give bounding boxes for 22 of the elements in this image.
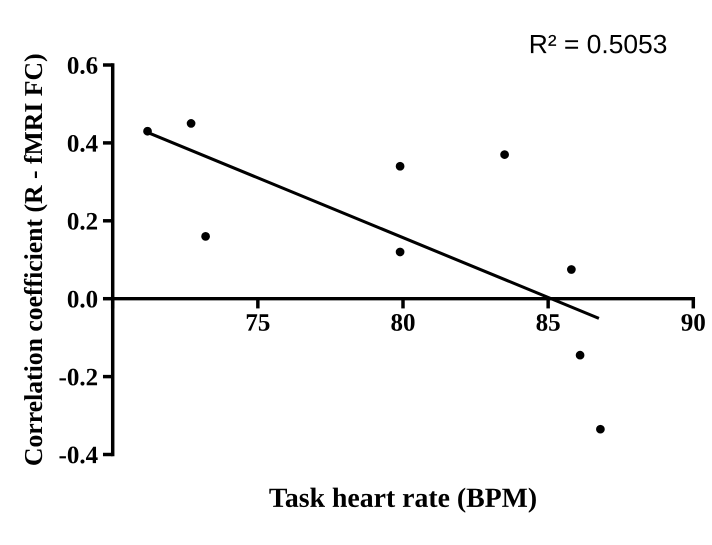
- y-tick-label: -0.4: [59, 446, 98, 464]
- y-tick-label: -0.2: [59, 368, 98, 386]
- point: [201, 232, 210, 241]
- x-tick-label: 75: [246, 314, 270, 331]
- point: [143, 126, 152, 136]
- text: R² = 0.5053: [530, 34, 666, 54]
- x-tick-label: 85: [536, 314, 560, 331]
- point: [500, 150, 509, 159]
- x-tick-label: 80: [391, 314, 415, 331]
- y-tick-label: 0.4: [68, 134, 98, 152]
- point: [396, 162, 404, 171]
- y-axis-title: Correlation coefficient (R - fMRI FC): [24, 54, 48, 465]
- y-tick-label: 0.6: [68, 57, 98, 74]
- x-axis-title: Task heart rate (BPM): [269, 488, 536, 513]
- y-tick-label: 0.2: [68, 212, 98, 230]
- x-tick-label: 90: [681, 314, 705, 331]
- point: [567, 265, 576, 274]
- point: [576, 350, 584, 360]
- y-tick-label: 0.0: [68, 290, 98, 308]
- point: [186, 119, 196, 128]
- point: [396, 248, 404, 256]
- point: [596, 424, 605, 434]
